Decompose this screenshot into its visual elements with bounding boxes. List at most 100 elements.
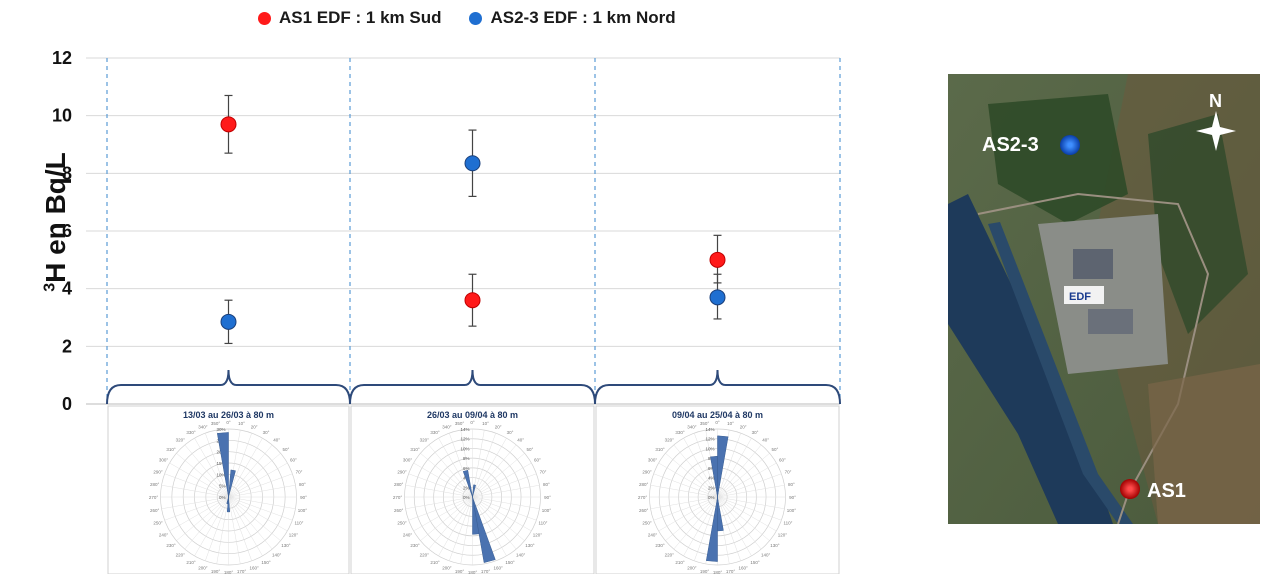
wind-rose-direction-label: 220° bbox=[176, 552, 186, 557]
wind-rose-direction-label: 200° bbox=[198, 565, 208, 570]
wind-rose-direction-label: 280° bbox=[150, 482, 160, 487]
wind-rose-direction-label: 350° bbox=[700, 421, 710, 426]
wind-rose-spoke bbox=[449, 496, 473, 561]
wind-rose-ring-label: 30% bbox=[216, 427, 225, 432]
wind-rose-spoke bbox=[176, 453, 229, 498]
wind-rose-spoke bbox=[228, 496, 296, 510]
wind-rose-direction-label: 170° bbox=[237, 569, 247, 574]
wind-rose-direction-label: 40° bbox=[517, 438, 524, 443]
wind-rose-spoke bbox=[472, 433, 496, 498]
wind-rose-direction-label: 320° bbox=[176, 438, 186, 443]
wind-rose-ring-label: 12% bbox=[460, 437, 469, 442]
wind-rose-direction-label: 0° bbox=[226, 420, 231, 425]
wind-rose-direction-label: 280° bbox=[639, 482, 649, 487]
wind-rose-spoke bbox=[408, 496, 473, 521]
legend-label-as23: AS2-3 EDF : 1 km Nord bbox=[490, 8, 676, 27]
wind-rose-petal bbox=[472, 484, 476, 498]
wind-rose-direction-label: 70° bbox=[785, 469, 792, 474]
wind-rose-direction-label: 230° bbox=[655, 543, 665, 548]
wind-rose-ring-label: 4% bbox=[708, 476, 715, 481]
wind-rose-spoke bbox=[472, 496, 540, 510]
wind-rose-direction-label: 160° bbox=[738, 565, 748, 570]
wind-rose-direction-label: 160° bbox=[249, 565, 259, 570]
wind-rose-ring-label: 12% bbox=[705, 437, 714, 442]
wind-rose-spoke bbox=[665, 453, 718, 498]
wind-rose-direction-label: 260° bbox=[150, 508, 160, 513]
wind-rose-direction-label: 50° bbox=[283, 447, 290, 452]
wind-rose-spoke bbox=[413, 496, 473, 532]
y-axis-label-superscript: 3 bbox=[41, 282, 59, 292]
wind-rose-direction-label: 180° bbox=[468, 570, 478, 574]
wind-rose-direction-label: 70° bbox=[296, 469, 303, 474]
wind-rose-spoke bbox=[408, 473, 473, 498]
wind-rose-direction-label: 150° bbox=[261, 560, 271, 565]
wind-rose-spoke bbox=[228, 496, 281, 541]
wind-rose-spoke bbox=[228, 433, 252, 498]
wind-rose-ring-label: 14% bbox=[460, 427, 469, 432]
wind-rose-petal bbox=[228, 469, 236, 498]
wind-rose-spoke bbox=[228, 453, 281, 498]
wind-rose-spoke bbox=[228, 462, 288, 498]
wind-rose-direction-label: 260° bbox=[639, 508, 649, 513]
wind-rose-direction-label: 200° bbox=[687, 565, 697, 570]
wind-rose-spoke bbox=[460, 496, 473, 565]
wind-rose-direction-label: 290° bbox=[397, 469, 407, 474]
wind-rose-direction-label: 340° bbox=[198, 425, 208, 430]
map-forest-north bbox=[988, 94, 1128, 224]
wind-rose-direction-label: 210° bbox=[186, 560, 196, 565]
wind-rose-spoke bbox=[472, 496, 525, 541]
wind-rose-spoke bbox=[405, 484, 473, 498]
wind-rose-direction-label: 300° bbox=[159, 458, 169, 463]
wind-rose-direction-label: 40° bbox=[762, 438, 769, 443]
y-tick-label: 4 bbox=[62, 279, 72, 299]
wind-rose-direction-label: 330° bbox=[675, 430, 685, 435]
wind-rose-spoke bbox=[472, 453, 525, 498]
wind-rose-direction-label: 310° bbox=[410, 447, 420, 452]
wind-rose-spoke bbox=[717, 496, 752, 557]
wind-rose-spoke bbox=[717, 496, 782, 521]
data-point-as1 bbox=[709, 251, 726, 268]
wind-rose-ring-label: 10% bbox=[460, 446, 469, 451]
wind-rose-direction-label: 330° bbox=[430, 430, 440, 435]
wind-rose-spoke bbox=[673, 496, 718, 550]
wind-rose-spoke bbox=[717, 433, 741, 498]
satellite-map: EDF AS2-3 AS1 N bbox=[948, 74, 1260, 524]
wind-rose-direction-label: 170° bbox=[726, 569, 736, 574]
wind-rose-direction-label: 10° bbox=[727, 421, 734, 426]
wind-rose-ring-label: 6% bbox=[463, 466, 470, 471]
wind-rose-direction-label: 50° bbox=[772, 447, 779, 452]
wind-rose-direction-label: 180° bbox=[713, 570, 723, 574]
wind-rose-direction-label: 330° bbox=[186, 430, 196, 435]
legend-marker-as23 bbox=[469, 11, 483, 25]
wind-rose-direction-label: 90° bbox=[544, 495, 551, 500]
wind-rose-direction-label: 190° bbox=[700, 569, 710, 574]
wind-rose-direction-label: 60° bbox=[779, 458, 786, 463]
wind-rose-direction-label: 40° bbox=[273, 438, 280, 443]
wind-rose-direction-label: 220° bbox=[665, 552, 675, 557]
wind-rose-direction-label: 120° bbox=[289, 533, 299, 538]
data-point-as23 bbox=[464, 155, 481, 172]
wind-rose-spoke bbox=[216, 496, 229, 565]
wind-rose-direction-label: 250° bbox=[642, 521, 652, 526]
data-point-as1 bbox=[220, 116, 237, 133]
wind-rose-spoke bbox=[472, 444, 517, 498]
map-reactor-building-2 bbox=[1088, 309, 1133, 334]
wind-rose-direction-label: 200° bbox=[442, 565, 452, 570]
map-marker-as1 bbox=[1120, 479, 1140, 499]
map-edf-logo: EDF bbox=[1069, 291, 1091, 303]
wind-rose-direction-label: 190° bbox=[455, 569, 465, 574]
wind-rose-direction-label: 110° bbox=[294, 521, 303, 526]
wind-rose-direction-label: 110° bbox=[538, 521, 547, 526]
y-axis-label: 3H en Bq/L bbox=[40, 142, 72, 302]
wind-rose-spoke bbox=[228, 484, 296, 498]
wind-rose-direction-label: 170° bbox=[481, 569, 491, 574]
period-brace bbox=[106, 369, 351, 405]
wind-rose-direction-label: 140° bbox=[516, 552, 526, 557]
wind-rose-spoke bbox=[228, 496, 288, 532]
wind-rose-direction-label: 270° bbox=[638, 495, 648, 500]
wind-rose-ring-label: 15% bbox=[216, 461, 225, 466]
y-tick-label: 2 bbox=[62, 336, 72, 356]
wind-rose-spoke bbox=[228, 496, 241, 565]
wind-rose-spoke bbox=[717, 462, 777, 498]
